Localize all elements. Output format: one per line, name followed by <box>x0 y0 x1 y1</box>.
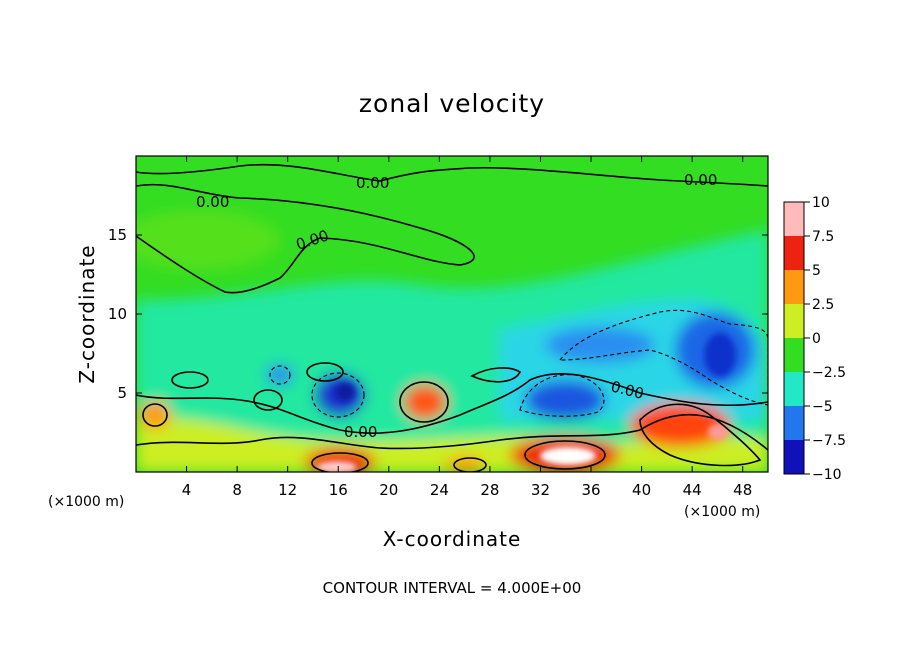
x-tick-label: 32 <box>531 481 550 499</box>
x-axis: 4 8 12 16 20 24 28 32 36 40 44 48 <box>182 156 752 499</box>
contour-closed-small-3 <box>306 362 344 382</box>
contour-zero-lower <box>136 373 768 434</box>
x-origin-unit: (×1000 m) <box>48 494 124 510</box>
z-axis: 5 10 15 <box>108 226 768 402</box>
x-tick-label: 12 <box>278 481 297 499</box>
colorbar-tick-label: 10 <box>812 195 830 211</box>
contour-negative-mid <box>519 374 605 417</box>
contour-closed-orange-bottom <box>453 457 487 472</box>
contour-negative-east <box>558 309 768 406</box>
colorbar-tick-label: −10 <box>812 467 842 483</box>
field-green-patch <box>136 210 280 270</box>
colorbar-cell-0 <box>784 338 804 372</box>
contour-closed-small-4 <box>470 367 522 383</box>
contour-label-1: 0.00 <box>356 174 389 192</box>
field-red-east <box>630 403 730 447</box>
colorbar-cell-neg-5 <box>784 406 804 440</box>
colorbar-tick-label: 2.5 <box>812 297 834 313</box>
colorbar-tick-label: −5 <box>812 399 833 415</box>
x-tick-label: 28 <box>480 481 499 499</box>
field-peak-east <box>708 424 728 440</box>
z-tick-label: 5 <box>117 384 127 402</box>
field-blue-mid <box>545 327 655 363</box>
colorbar-cell-neg-2-5 <box>784 372 804 406</box>
contour-closed-small-1 <box>171 371 209 389</box>
contour-label-3: 0.00 <box>196 193 229 211</box>
x-tick-label: 36 <box>581 481 600 499</box>
field-orange-west <box>139 401 171 429</box>
field-blue-lower <box>525 380 605 420</box>
contour-closed-red-mid <box>399 381 449 423</box>
x-tick-label: 20 <box>379 481 398 499</box>
field-blue-small <box>266 365 294 385</box>
x-tick-label: 48 <box>733 481 752 499</box>
chart-title: zonal velocity <box>359 89 545 118</box>
contour-negative-lines <box>269 309 768 418</box>
colorbar-ticks: 10 7.5 5 2.5 0 −2.5 −5 −7.5 −10 <box>804 195 846 483</box>
z-tick-label: 15 <box>108 226 127 244</box>
x-tick-label: 44 <box>683 481 702 499</box>
colorbar-tick-label: −2.5 <box>812 365 846 381</box>
field-peak-max <box>540 447 596 465</box>
x-tick-label: 8 <box>232 481 242 499</box>
colorbar-cell-2-5 <box>784 304 804 338</box>
heatmap-field <box>136 156 768 472</box>
contour-closed-red-east <box>639 403 762 467</box>
contour-negative-west <box>311 372 365 418</box>
x-axis-unit: (×1000 m) <box>684 504 760 520</box>
contour-label-2: 0.00 <box>684 171 717 189</box>
colorbar-cell-7-5 <box>784 236 804 270</box>
contour-zero-top <box>136 163 768 187</box>
contour-closed-orange-west <box>142 403 168 427</box>
contour-interval-note: CONTOUR INTERVAL = 4.000E+00 <box>323 579 582 597</box>
colorbar: 10 7.5 5 2.5 0 −2.5 −5 −7.5 −10 <box>783 195 846 483</box>
field-min-west <box>335 383 355 401</box>
contour-lines <box>136 163 768 472</box>
colorbar-cell-neg-7-5 <box>784 440 804 474</box>
colorbar-cell-5 <box>784 270 804 304</box>
contour-closed-red-bottom <box>524 440 606 470</box>
x-tick-label: 40 <box>632 481 651 499</box>
field-red-mid <box>403 384 447 420</box>
x-axis-label: X-coordinate <box>383 527 522 551</box>
x-tick-label: 24 <box>430 481 449 499</box>
field-min-east <box>704 333 736 377</box>
contour-label-6: 0.00 <box>344 423 377 441</box>
z-tick-label: 10 <box>108 305 127 323</box>
contour-closed-red-bottom-west <box>311 452 369 472</box>
colorbar-tick-label: −7.5 <box>812 433 846 449</box>
x-tick-label: 4 <box>182 481 192 499</box>
contour-zero-upper <box>136 183 475 294</box>
contour-closed-small-2 <box>253 389 283 411</box>
contour-zero-bottom <box>136 413 768 451</box>
colorbar-cell-10 <box>784 202 804 236</box>
x-tick-label: 16 <box>329 481 348 499</box>
colorbar-tick-label: 5 <box>812 263 821 279</box>
field-peak-west <box>317 461 357 472</box>
colorbar-tick-label: 0 <box>812 331 821 347</box>
contour-negative-small <box>269 365 291 385</box>
colorbar-tick-label: 7.5 <box>812 229 834 245</box>
z-axis-label: Z-coordinate <box>75 244 99 383</box>
